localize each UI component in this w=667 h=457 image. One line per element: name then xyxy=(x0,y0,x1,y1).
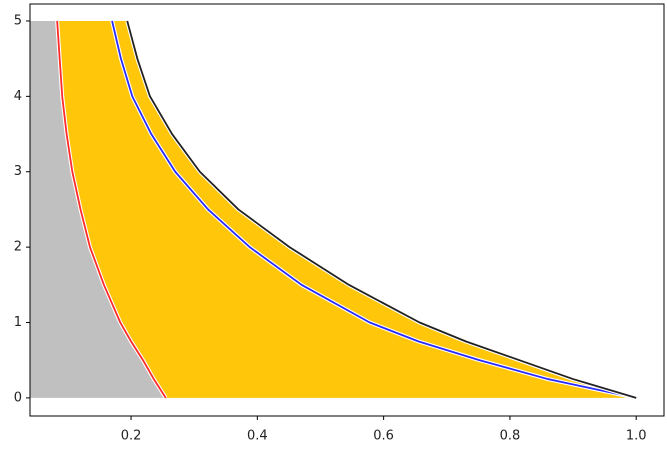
x-tick-label: 1.0 xyxy=(626,429,647,444)
line xyxy=(126,20,637,399)
y-tick-label: 2 xyxy=(14,240,22,255)
line xyxy=(56,20,167,399)
y-tick-label: 4 xyxy=(14,89,22,104)
area-fill xyxy=(57,20,637,398)
line xyxy=(111,20,637,399)
y-tick-label: 0 xyxy=(14,390,22,405)
y-tick-label: 5 xyxy=(14,13,22,28)
x-tick-label: 0.8 xyxy=(500,429,521,444)
y-tick-label: 3 xyxy=(14,164,22,179)
y-tick-label: 1 xyxy=(14,315,22,330)
x-tick-label: 0.2 xyxy=(121,429,142,444)
x-tick-label: 0.4 xyxy=(247,429,268,444)
x-tick-label: 0.6 xyxy=(373,429,394,444)
axes-frame xyxy=(29,3,665,417)
